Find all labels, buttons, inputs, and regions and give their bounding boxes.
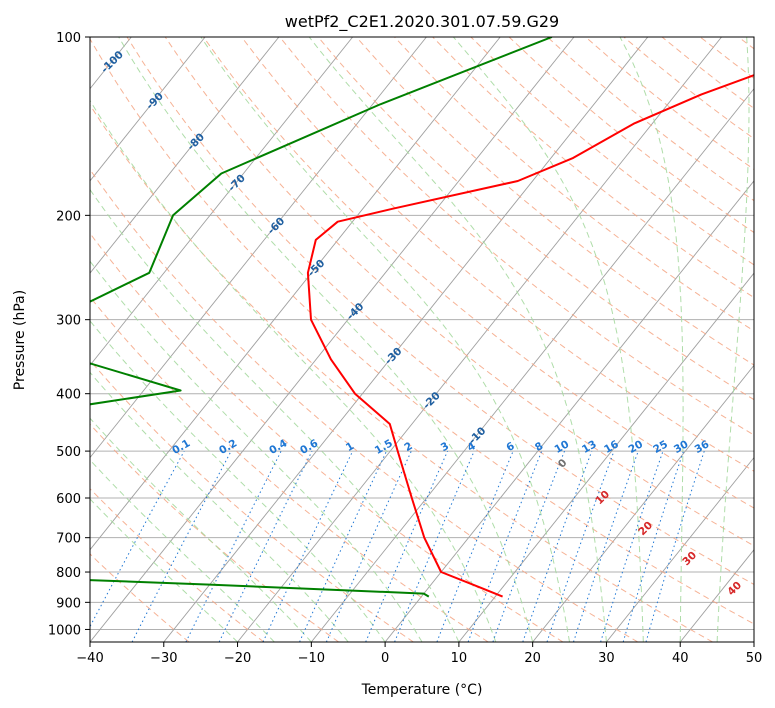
y-tick-label: 1000 [48,623,81,638]
moist-adiabat [716,37,750,642]
dry-adiabat [164,37,754,547]
isotherm-line [458,272,754,642]
isotherm-line [90,37,501,551]
moist-adiabat [619,37,684,642]
moist-adiabat [90,498,238,642]
moist-adiabat [90,99,497,642]
mixing-ratio-line [436,450,514,642]
mixing-ratio-line [299,450,387,642]
moist-adiabat [90,320,386,642]
isotherm-line [90,37,280,274]
mixing-ratio-line [262,450,354,642]
y-axis-title: Pressure (hPa) [12,290,28,390]
plot-background [90,37,754,642]
chart-title: wetPf2_C2E1.2020.301.07.59.G29 [285,12,559,32]
x-tick-label: −10 [298,651,325,666]
y-tick-label: 200 [56,209,81,224]
isotherm-line [606,456,754,642]
y-tick-label: 900 [56,596,81,611]
mixing-ratio-line [645,450,705,642]
x-tick-label: 40 [672,651,689,666]
dry-adiabat [90,38,754,625]
y-tick-label: 500 [56,445,81,460]
moist-adiabat [90,260,423,642]
moist-adiabat [90,459,275,642]
x-tick-label: −40 [76,651,103,666]
temperature-profile [306,74,754,598]
mixing-ratio-line [467,450,543,642]
moist-adiabat [453,37,644,642]
isotherm-line [237,37,722,642]
moist-adiabat [90,371,349,642]
x-tick-label: 0 [381,651,389,666]
dry-adiabat [279,37,754,436]
x-tick-label: 10 [451,651,468,666]
x-tick-label: 50 [746,651,763,666]
x-axis-title: Temperature (°C) [361,682,483,698]
mixing-ratio-line [90,450,185,628]
isotherm-line [384,180,754,642]
y-tick-label: 100 [56,31,81,46]
y-tick-label: 400 [56,388,81,403]
dry-adiabat [90,553,190,642]
dry-adiabat [90,232,564,642]
plot-frame [89,36,755,643]
isotherm-line [532,364,754,642]
series-layer [90,37,754,598]
dry-adiabat [90,104,713,642]
isotherm-line [90,37,354,367]
dry-adiabat [202,37,754,509]
y-tick-label: 800 [56,566,81,581]
moist-adiabat [90,188,460,642]
dewpoint-profile [90,37,553,598]
y-tick-label: 300 [56,314,81,329]
dry-adiabat [394,37,754,332]
isotherm-line [90,37,427,459]
dry-adiabat [90,168,639,642]
x-tick-label: 20 [524,651,541,666]
y-tick-label: 600 [56,492,81,507]
mixing-ratio-line [622,450,684,642]
grid-layer [0,37,754,642]
dry-adiabat [90,359,414,642]
mixing-ratio-line [218,450,313,642]
moist-adiabat [308,37,607,642]
isotherm-line [753,641,754,642]
dry-adiabat [90,296,489,642]
isotherm-line [0,37,58,642]
y-tick-label: 700 [56,532,81,547]
axis-layer: −40 −30 −20 −10 0 10 20 30 40 50 100 200 300 400 500 60… [48,31,762,666]
moist-adiabat [200,37,571,642]
dry-adiabat [317,37,754,401]
dry-adiabat [355,37,754,366]
x-tick-label: 30 [598,651,615,666]
isotherm-line [163,37,649,642]
dry-adiabat [126,37,754,586]
x-tick-label: −20 [224,651,251,666]
x-tick-label: −30 [150,651,177,666]
mixing-ratio-line [573,450,639,642]
isotherm-line [90,37,206,182]
mixing-ratio-line [600,450,664,642]
